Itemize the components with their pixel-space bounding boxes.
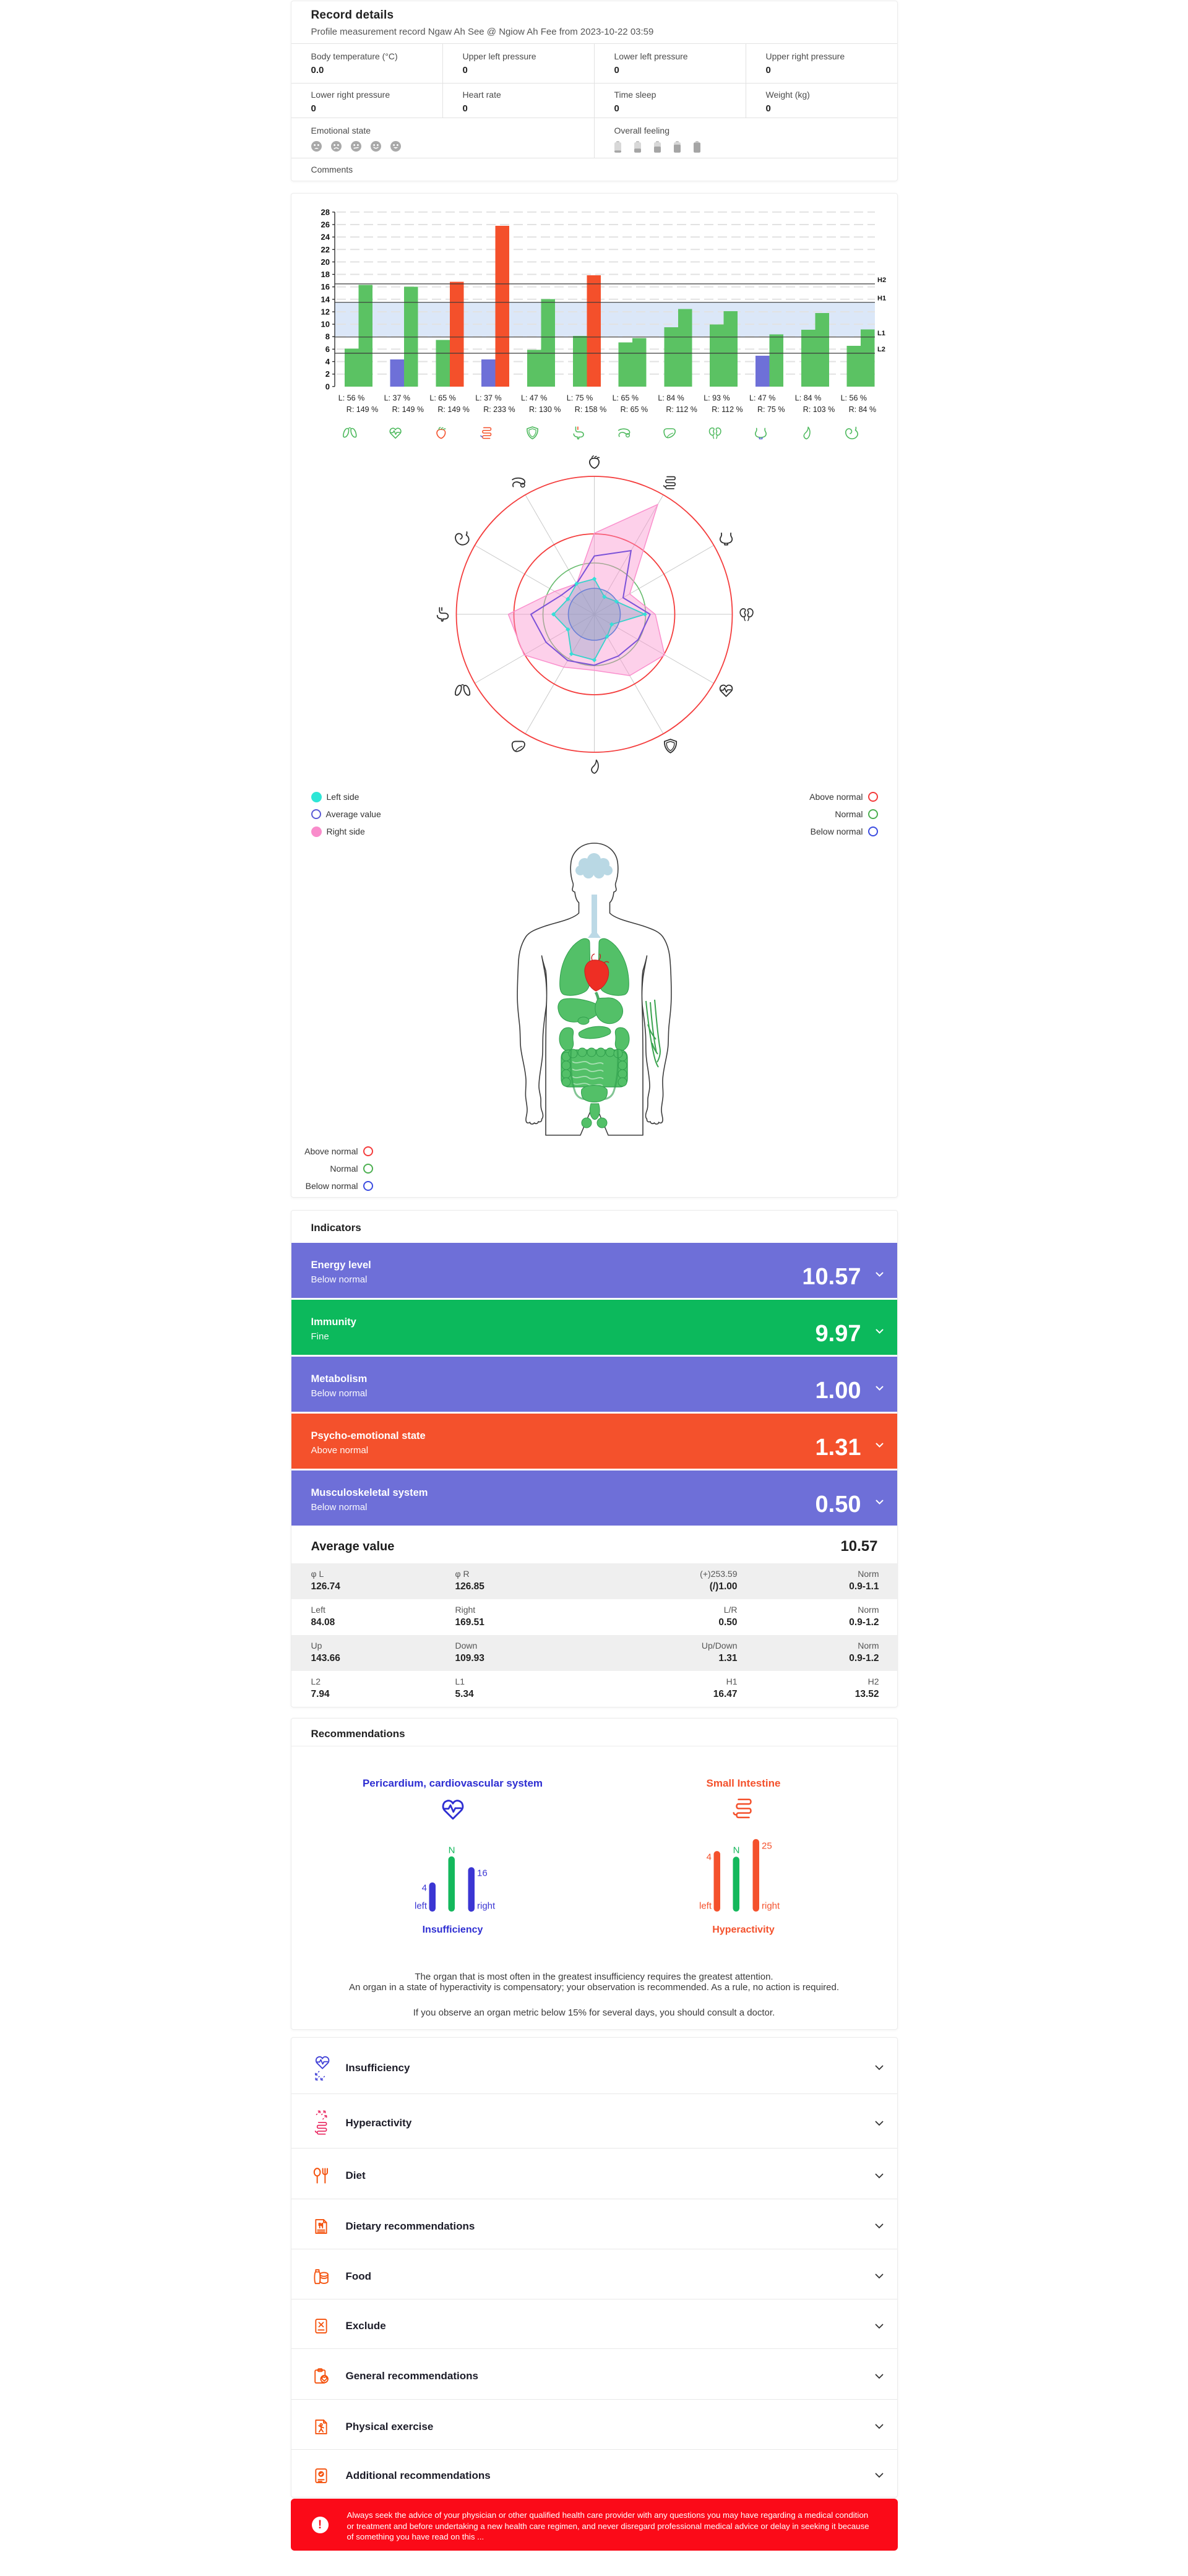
svg-text:L: 65 %: L: 65 % xyxy=(429,393,455,402)
svg-text:16: 16 xyxy=(321,282,329,291)
svg-text:8: 8 xyxy=(325,332,329,341)
svg-text:4: 4 xyxy=(325,357,330,366)
svg-text:16: 16 xyxy=(477,1868,488,1879)
svg-text:L: 93 %: L: 93 % xyxy=(704,393,730,402)
svg-text:L: 47 %: L: 47 % xyxy=(749,393,775,402)
svg-text:10: 10 xyxy=(321,320,329,329)
svg-text:left: left xyxy=(699,1901,712,1912)
svg-text:4: 4 xyxy=(706,1852,711,1863)
svg-text:R: 149 %: R: 149 % xyxy=(392,405,423,414)
svg-text:R: 233 %: R: 233 % xyxy=(483,405,515,414)
svg-text:12: 12 xyxy=(321,307,329,317)
svg-text:N: N xyxy=(448,1845,455,1856)
svg-text:L: 56 %: L: 56 % xyxy=(338,393,364,402)
svg-text:right: right xyxy=(762,1901,780,1912)
svg-text:26: 26 xyxy=(321,220,329,230)
svg-text:H1: H1 xyxy=(877,295,886,303)
svg-text:R: 103 %: R: 103 % xyxy=(803,405,834,414)
svg-text:right: right xyxy=(477,1901,496,1912)
svg-text:L: 37 %: L: 37 % xyxy=(475,393,501,402)
svg-text:L2: L2 xyxy=(877,346,885,353)
svg-text:R: 158 %: R: 158 % xyxy=(574,405,606,414)
svg-text:R: 65 %: R: 65 % xyxy=(620,405,647,414)
svg-text:R: 130 %: R: 130 % xyxy=(529,405,561,414)
svg-text:R: 149 %: R: 149 % xyxy=(437,405,469,414)
svg-text:20: 20 xyxy=(321,257,329,267)
svg-text:14: 14 xyxy=(321,294,330,304)
svg-text:R: 149 %: R: 149 % xyxy=(346,405,377,414)
svg-text:0: 0 xyxy=(325,382,329,391)
svg-text:L: 37 %: L: 37 % xyxy=(384,393,410,402)
svg-text:L: 47 %: L: 47 % xyxy=(521,393,547,402)
svg-text:18: 18 xyxy=(321,270,329,279)
svg-text:L1: L1 xyxy=(877,330,885,337)
svg-text:28: 28 xyxy=(321,207,329,217)
svg-text:R: 112 %: R: 112 % xyxy=(666,405,697,414)
svg-text:H2: H2 xyxy=(877,277,886,284)
svg-text:24: 24 xyxy=(321,233,330,242)
svg-text:R: 112 %: R: 112 % xyxy=(712,405,743,414)
svg-text:22: 22 xyxy=(321,245,329,254)
svg-text:N: N xyxy=(733,1845,739,1856)
svg-text:6: 6 xyxy=(325,345,329,354)
svg-text:left: left xyxy=(414,1901,427,1912)
svg-text:2: 2 xyxy=(325,369,329,379)
svg-text:R: 84 %: R: 84 % xyxy=(848,405,876,414)
svg-text:L: 84 %: L: 84 % xyxy=(658,393,684,402)
svg-text:25: 25 xyxy=(762,1840,772,1851)
svg-text:L: 65 %: L: 65 % xyxy=(612,393,638,402)
svg-text:R: 75 %: R: 75 % xyxy=(757,405,785,414)
svg-text:L: 75 %: L: 75 % xyxy=(566,393,592,402)
svg-text:L: 56 %: L: 56 % xyxy=(840,393,866,402)
svg-text:4: 4 xyxy=(421,1883,426,1894)
svg-text:L: 84 %: L: 84 % xyxy=(794,393,820,402)
